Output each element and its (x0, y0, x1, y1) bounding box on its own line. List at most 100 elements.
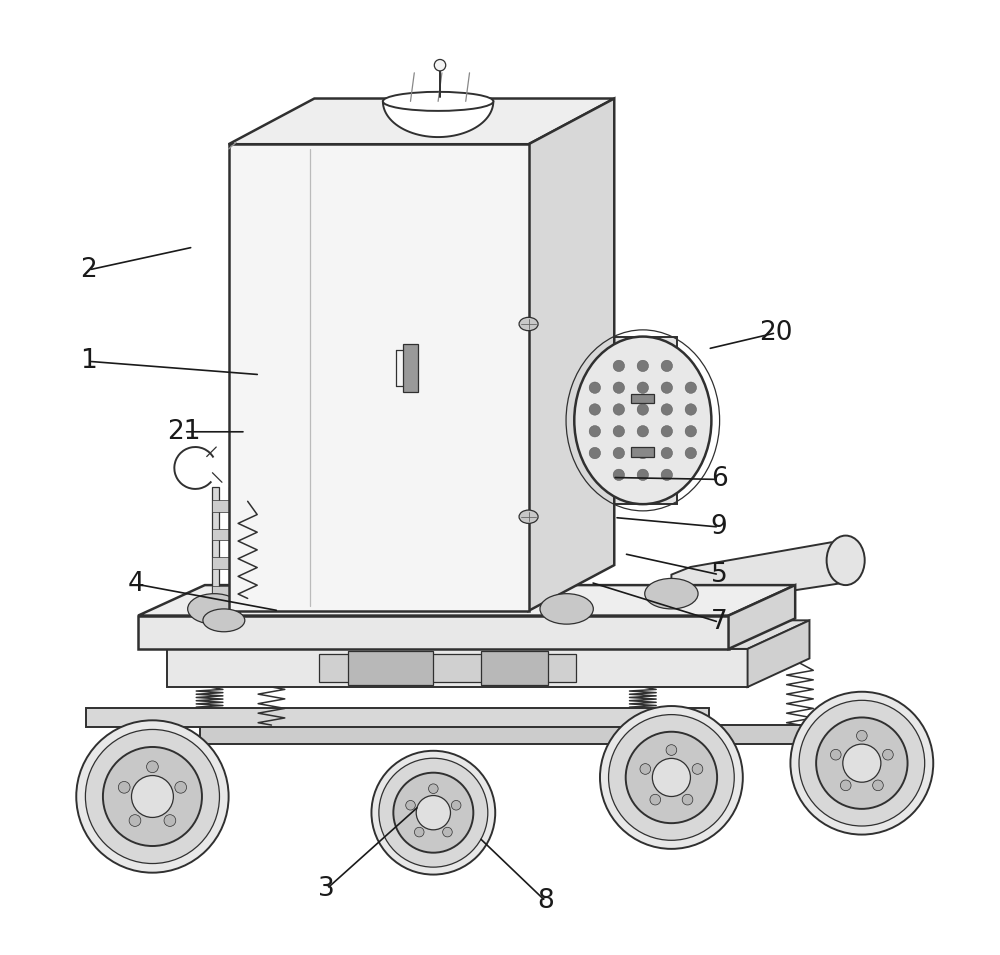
Ellipse shape (393, 773, 473, 853)
Ellipse shape (589, 426, 601, 437)
Ellipse shape (443, 827, 452, 837)
Ellipse shape (589, 382, 601, 393)
Ellipse shape (416, 796, 450, 830)
Ellipse shape (540, 594, 593, 625)
Ellipse shape (652, 758, 690, 796)
Text: 21: 21 (167, 419, 201, 445)
Ellipse shape (188, 594, 241, 625)
Text: 2: 2 (80, 257, 97, 283)
Polygon shape (631, 393, 654, 403)
Ellipse shape (85, 730, 219, 863)
Text: 9: 9 (711, 514, 727, 540)
Ellipse shape (613, 360, 625, 371)
Ellipse shape (830, 750, 841, 760)
Polygon shape (229, 98, 614, 144)
Ellipse shape (661, 469, 673, 480)
Ellipse shape (685, 447, 697, 458)
Polygon shape (383, 95, 493, 138)
Ellipse shape (645, 579, 698, 609)
Polygon shape (212, 487, 219, 613)
Ellipse shape (434, 59, 446, 71)
Ellipse shape (406, 800, 415, 810)
Ellipse shape (175, 781, 187, 794)
Polygon shape (145, 785, 160, 808)
Polygon shape (212, 500, 235, 512)
Ellipse shape (103, 747, 202, 846)
Polygon shape (426, 801, 441, 824)
Ellipse shape (574, 336, 711, 504)
Text: 5: 5 (711, 562, 727, 587)
Ellipse shape (790, 691, 933, 835)
Polygon shape (481, 650, 548, 685)
Text: 6: 6 (711, 466, 727, 493)
Ellipse shape (379, 758, 488, 867)
Polygon shape (229, 487, 235, 613)
Text: 4: 4 (128, 571, 145, 597)
Ellipse shape (451, 800, 461, 810)
Ellipse shape (857, 731, 867, 741)
Ellipse shape (626, 732, 717, 823)
Ellipse shape (613, 469, 625, 480)
Polygon shape (212, 529, 235, 541)
Ellipse shape (661, 382, 673, 393)
Ellipse shape (840, 780, 851, 791)
Ellipse shape (164, 815, 176, 826)
Ellipse shape (118, 781, 130, 794)
Polygon shape (167, 648, 748, 687)
Text: 3: 3 (318, 876, 335, 902)
Ellipse shape (843, 744, 881, 782)
Ellipse shape (685, 382, 697, 393)
Polygon shape (212, 586, 235, 598)
Ellipse shape (589, 404, 601, 415)
Ellipse shape (661, 426, 673, 437)
Ellipse shape (666, 745, 677, 755)
Ellipse shape (131, 775, 173, 817)
Ellipse shape (519, 317, 538, 330)
Ellipse shape (414, 827, 424, 837)
Ellipse shape (609, 714, 734, 840)
Polygon shape (200, 725, 824, 744)
Ellipse shape (600, 706, 743, 849)
Ellipse shape (613, 404, 625, 415)
Ellipse shape (685, 426, 697, 437)
Ellipse shape (589, 447, 601, 458)
Polygon shape (729, 585, 795, 648)
Ellipse shape (692, 764, 703, 775)
Text: 20: 20 (759, 320, 793, 346)
Polygon shape (529, 98, 614, 611)
Ellipse shape (637, 426, 649, 437)
Polygon shape (86, 708, 709, 727)
Polygon shape (748, 621, 809, 687)
Ellipse shape (873, 780, 883, 791)
Ellipse shape (685, 404, 697, 415)
Ellipse shape (883, 750, 893, 760)
Ellipse shape (613, 447, 625, 458)
Ellipse shape (613, 382, 625, 393)
Text: 1: 1 (80, 349, 97, 374)
Ellipse shape (637, 360, 649, 371)
Polygon shape (609, 336, 677, 504)
Ellipse shape (661, 360, 673, 371)
Polygon shape (348, 650, 433, 685)
Ellipse shape (637, 404, 649, 415)
Ellipse shape (682, 795, 693, 805)
Polygon shape (631, 447, 654, 456)
Ellipse shape (613, 426, 625, 437)
Ellipse shape (799, 700, 925, 826)
Text: 8: 8 (537, 888, 554, 914)
Ellipse shape (429, 784, 438, 794)
Ellipse shape (129, 815, 141, 826)
Ellipse shape (637, 469, 649, 480)
Ellipse shape (371, 751, 495, 875)
Ellipse shape (519, 510, 538, 523)
Ellipse shape (661, 404, 673, 415)
Polygon shape (671, 542, 857, 604)
Ellipse shape (827, 536, 865, 585)
Polygon shape (212, 558, 235, 569)
Polygon shape (319, 653, 576, 682)
Polygon shape (138, 585, 795, 616)
Polygon shape (138, 616, 729, 648)
Polygon shape (229, 144, 529, 611)
Ellipse shape (637, 382, 649, 393)
Text: 7: 7 (711, 609, 727, 635)
